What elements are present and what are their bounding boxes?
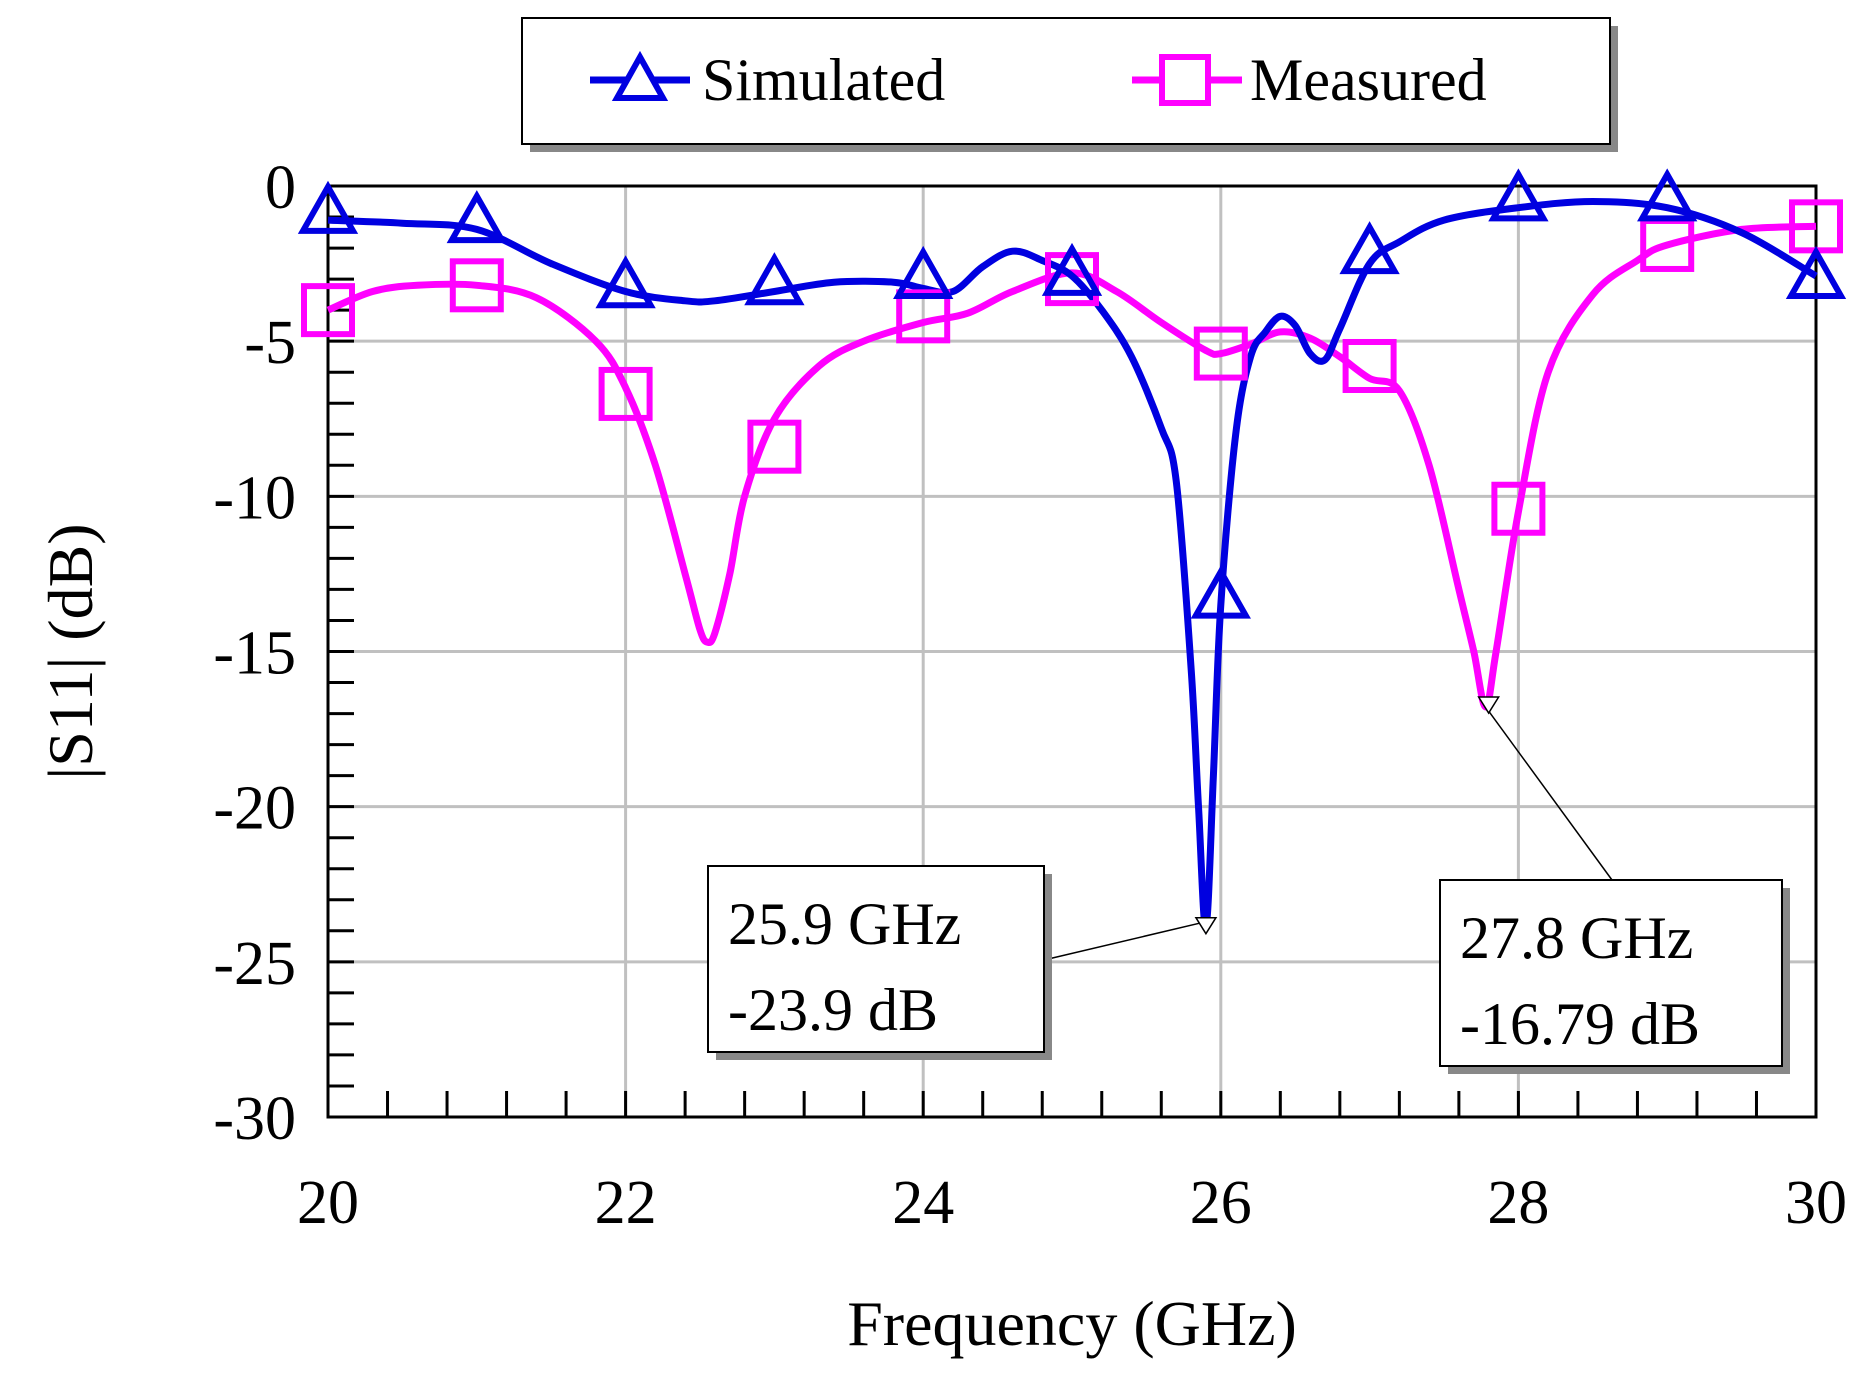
annotation-simulated-min: 25.9 GHz -23.9 dB [707, 865, 1218, 1060]
y-tick-label: -20 [213, 775, 296, 843]
legend-measured-label: Measured [1250, 47, 1487, 113]
point-measured [1342, 338, 1397, 393]
y-tick-label: -5 [244, 309, 296, 377]
plot-frame [326, 184, 1818, 1119]
annotation-measured-min: 27.8 GHz -16.79 dB [1439, 696, 1790, 1074]
point-measured [747, 419, 802, 474]
tick-labels: 20 22 24 26 28 30 0 -5 -10 -15 -20 -25 -30 [213, 154, 1847, 1237]
point-measured [896, 289, 951, 344]
y-tick-label: -30 [213, 1085, 296, 1153]
y-tick-label: -25 [213, 930, 296, 998]
annotation-simulated-frequency: 25.9 GHz [728, 891, 961, 957]
legend-simulated-label: Simulated [702, 47, 945, 113]
annotation-simulated-box [707, 865, 1045, 1053]
x-tick-label: 26 [1190, 1169, 1252, 1237]
x-tick-label: 30 [1785, 1169, 1847, 1237]
x-axis-title: Frequency (GHz) [847, 1288, 1297, 1359]
point-measured [1045, 252, 1099, 307]
series-layer [297, 168, 1847, 932]
annotation-measured-leader [1488, 710, 1613, 881]
point-measured [449, 258, 504, 313]
point-simulated [1488, 168, 1549, 222]
legend-square-icon [1159, 54, 1211, 106]
point-simulated [1041, 242, 1103, 296]
x-tick-label: 22 [595, 1169, 657, 1237]
x-tick-label: 24 [892, 1169, 954, 1237]
point-simulated [1785, 245, 1847, 299]
point-simulated [595, 255, 656, 309]
legend-triangle-icon [611, 50, 669, 101]
x-tick-label: 28 [1487, 1169, 1549, 1237]
annotation-measured-frequency: 27.8 GHz [1460, 905, 1693, 971]
y-tick-label: 0 [265, 154, 296, 222]
y-axis-title: |S11| (dB) [35, 523, 106, 779]
point-simulated [893, 245, 954, 299]
point-simulated [1339, 221, 1400, 275]
annotation-simulated-leader [1043, 920, 1207, 961]
legend: Simulated Measured [521, 17, 1618, 152]
point-measured [301, 283, 355, 338]
annotation-measured-box [1439, 879, 1783, 1067]
point-measured [1491, 481, 1546, 536]
annotation-simulated-value: -23.9 dB [728, 977, 938, 1043]
annotation-measured-arrow-icon [1477, 696, 1500, 715]
y-tick-label: -15 [213, 620, 296, 688]
point-simulated [744, 252, 805, 306]
point-simulated [1190, 565, 1251, 619]
x-tick-label: 20 [297, 1169, 359, 1237]
annotation-measured-value: -16.79 dB [1460, 991, 1700, 1057]
point-simulated [446, 190, 507, 244]
annotation-simulated-arrow-icon [1194, 916, 1218, 936]
point-measured [1193, 326, 1248, 381]
point-simulated [1637, 168, 1698, 222]
legend-box [521, 17, 1611, 145]
point-simulated [297, 180, 359, 234]
y-tick-label: -10 [213, 464, 296, 532]
series-line-simulated [327, 198, 1818, 932]
series-line-measured [326, 222, 1817, 711]
point-measured [598, 366, 653, 421]
